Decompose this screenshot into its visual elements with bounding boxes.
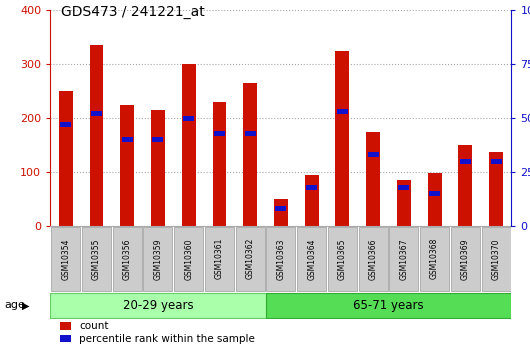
- Bar: [59, 322, 71, 330]
- Text: GDS473 / 241221_at: GDS473 / 241221_at: [61, 5, 205, 19]
- FancyBboxPatch shape: [390, 227, 418, 291]
- FancyBboxPatch shape: [328, 227, 357, 291]
- Text: GSM10360: GSM10360: [184, 238, 193, 279]
- Bar: [366, 132, 380, 226]
- Bar: [59, 335, 71, 342]
- Bar: [91, 111, 102, 116]
- Text: GSM10361: GSM10361: [215, 238, 224, 279]
- Bar: [306, 185, 317, 190]
- Bar: [151, 110, 165, 226]
- Bar: [60, 122, 71, 127]
- Text: GSM10364: GSM10364: [307, 238, 316, 279]
- Text: GSM10363: GSM10363: [277, 238, 285, 279]
- FancyBboxPatch shape: [267, 227, 295, 291]
- Bar: [214, 131, 225, 136]
- Text: count: count: [80, 321, 109, 331]
- Text: GSM10355: GSM10355: [92, 238, 101, 279]
- Bar: [59, 91, 73, 226]
- Text: 20-29 years: 20-29 years: [122, 299, 193, 312]
- Text: GSM10369: GSM10369: [461, 238, 470, 279]
- Bar: [276, 206, 286, 211]
- Text: age: age: [4, 300, 25, 310]
- Bar: [489, 151, 503, 226]
- Bar: [399, 185, 409, 190]
- Bar: [213, 102, 226, 226]
- Text: GSM10362: GSM10362: [246, 238, 254, 279]
- Bar: [122, 137, 132, 142]
- FancyBboxPatch shape: [482, 227, 510, 291]
- FancyBboxPatch shape: [297, 227, 326, 291]
- Bar: [153, 137, 163, 142]
- Text: GSM10365: GSM10365: [338, 238, 347, 279]
- FancyBboxPatch shape: [266, 293, 511, 318]
- Text: GSM10367: GSM10367: [400, 238, 408, 279]
- Bar: [90, 46, 103, 226]
- Text: GSM10359: GSM10359: [154, 238, 162, 279]
- Bar: [491, 159, 501, 164]
- Bar: [305, 175, 319, 226]
- FancyBboxPatch shape: [420, 227, 449, 291]
- Bar: [460, 159, 471, 164]
- Text: 65-71 years: 65-71 years: [353, 299, 424, 312]
- FancyBboxPatch shape: [50, 293, 266, 318]
- Bar: [337, 109, 348, 114]
- Bar: [120, 105, 134, 226]
- Bar: [368, 152, 378, 157]
- Bar: [274, 199, 288, 226]
- Text: GSM10356: GSM10356: [123, 238, 131, 279]
- Bar: [335, 51, 349, 226]
- Bar: [397, 180, 411, 226]
- Bar: [245, 131, 255, 136]
- Bar: [243, 83, 257, 226]
- Bar: [183, 116, 194, 121]
- Text: GSM10354: GSM10354: [61, 238, 70, 279]
- Bar: [428, 173, 441, 226]
- FancyBboxPatch shape: [144, 227, 172, 291]
- Text: ▶: ▶: [22, 300, 30, 310]
- FancyBboxPatch shape: [174, 227, 203, 291]
- FancyBboxPatch shape: [359, 227, 387, 291]
- Bar: [458, 145, 472, 226]
- FancyBboxPatch shape: [82, 227, 111, 291]
- FancyBboxPatch shape: [451, 227, 480, 291]
- Text: percentile rank within the sample: percentile rank within the sample: [80, 334, 255, 344]
- Bar: [182, 64, 196, 226]
- FancyBboxPatch shape: [51, 227, 80, 291]
- FancyBboxPatch shape: [113, 227, 142, 291]
- FancyBboxPatch shape: [205, 227, 234, 291]
- Text: GSM10368: GSM10368: [430, 238, 439, 279]
- Text: GSM10370: GSM10370: [492, 238, 500, 279]
- FancyBboxPatch shape: [236, 227, 264, 291]
- Bar: [429, 191, 440, 196]
- Text: GSM10366: GSM10366: [369, 238, 377, 279]
